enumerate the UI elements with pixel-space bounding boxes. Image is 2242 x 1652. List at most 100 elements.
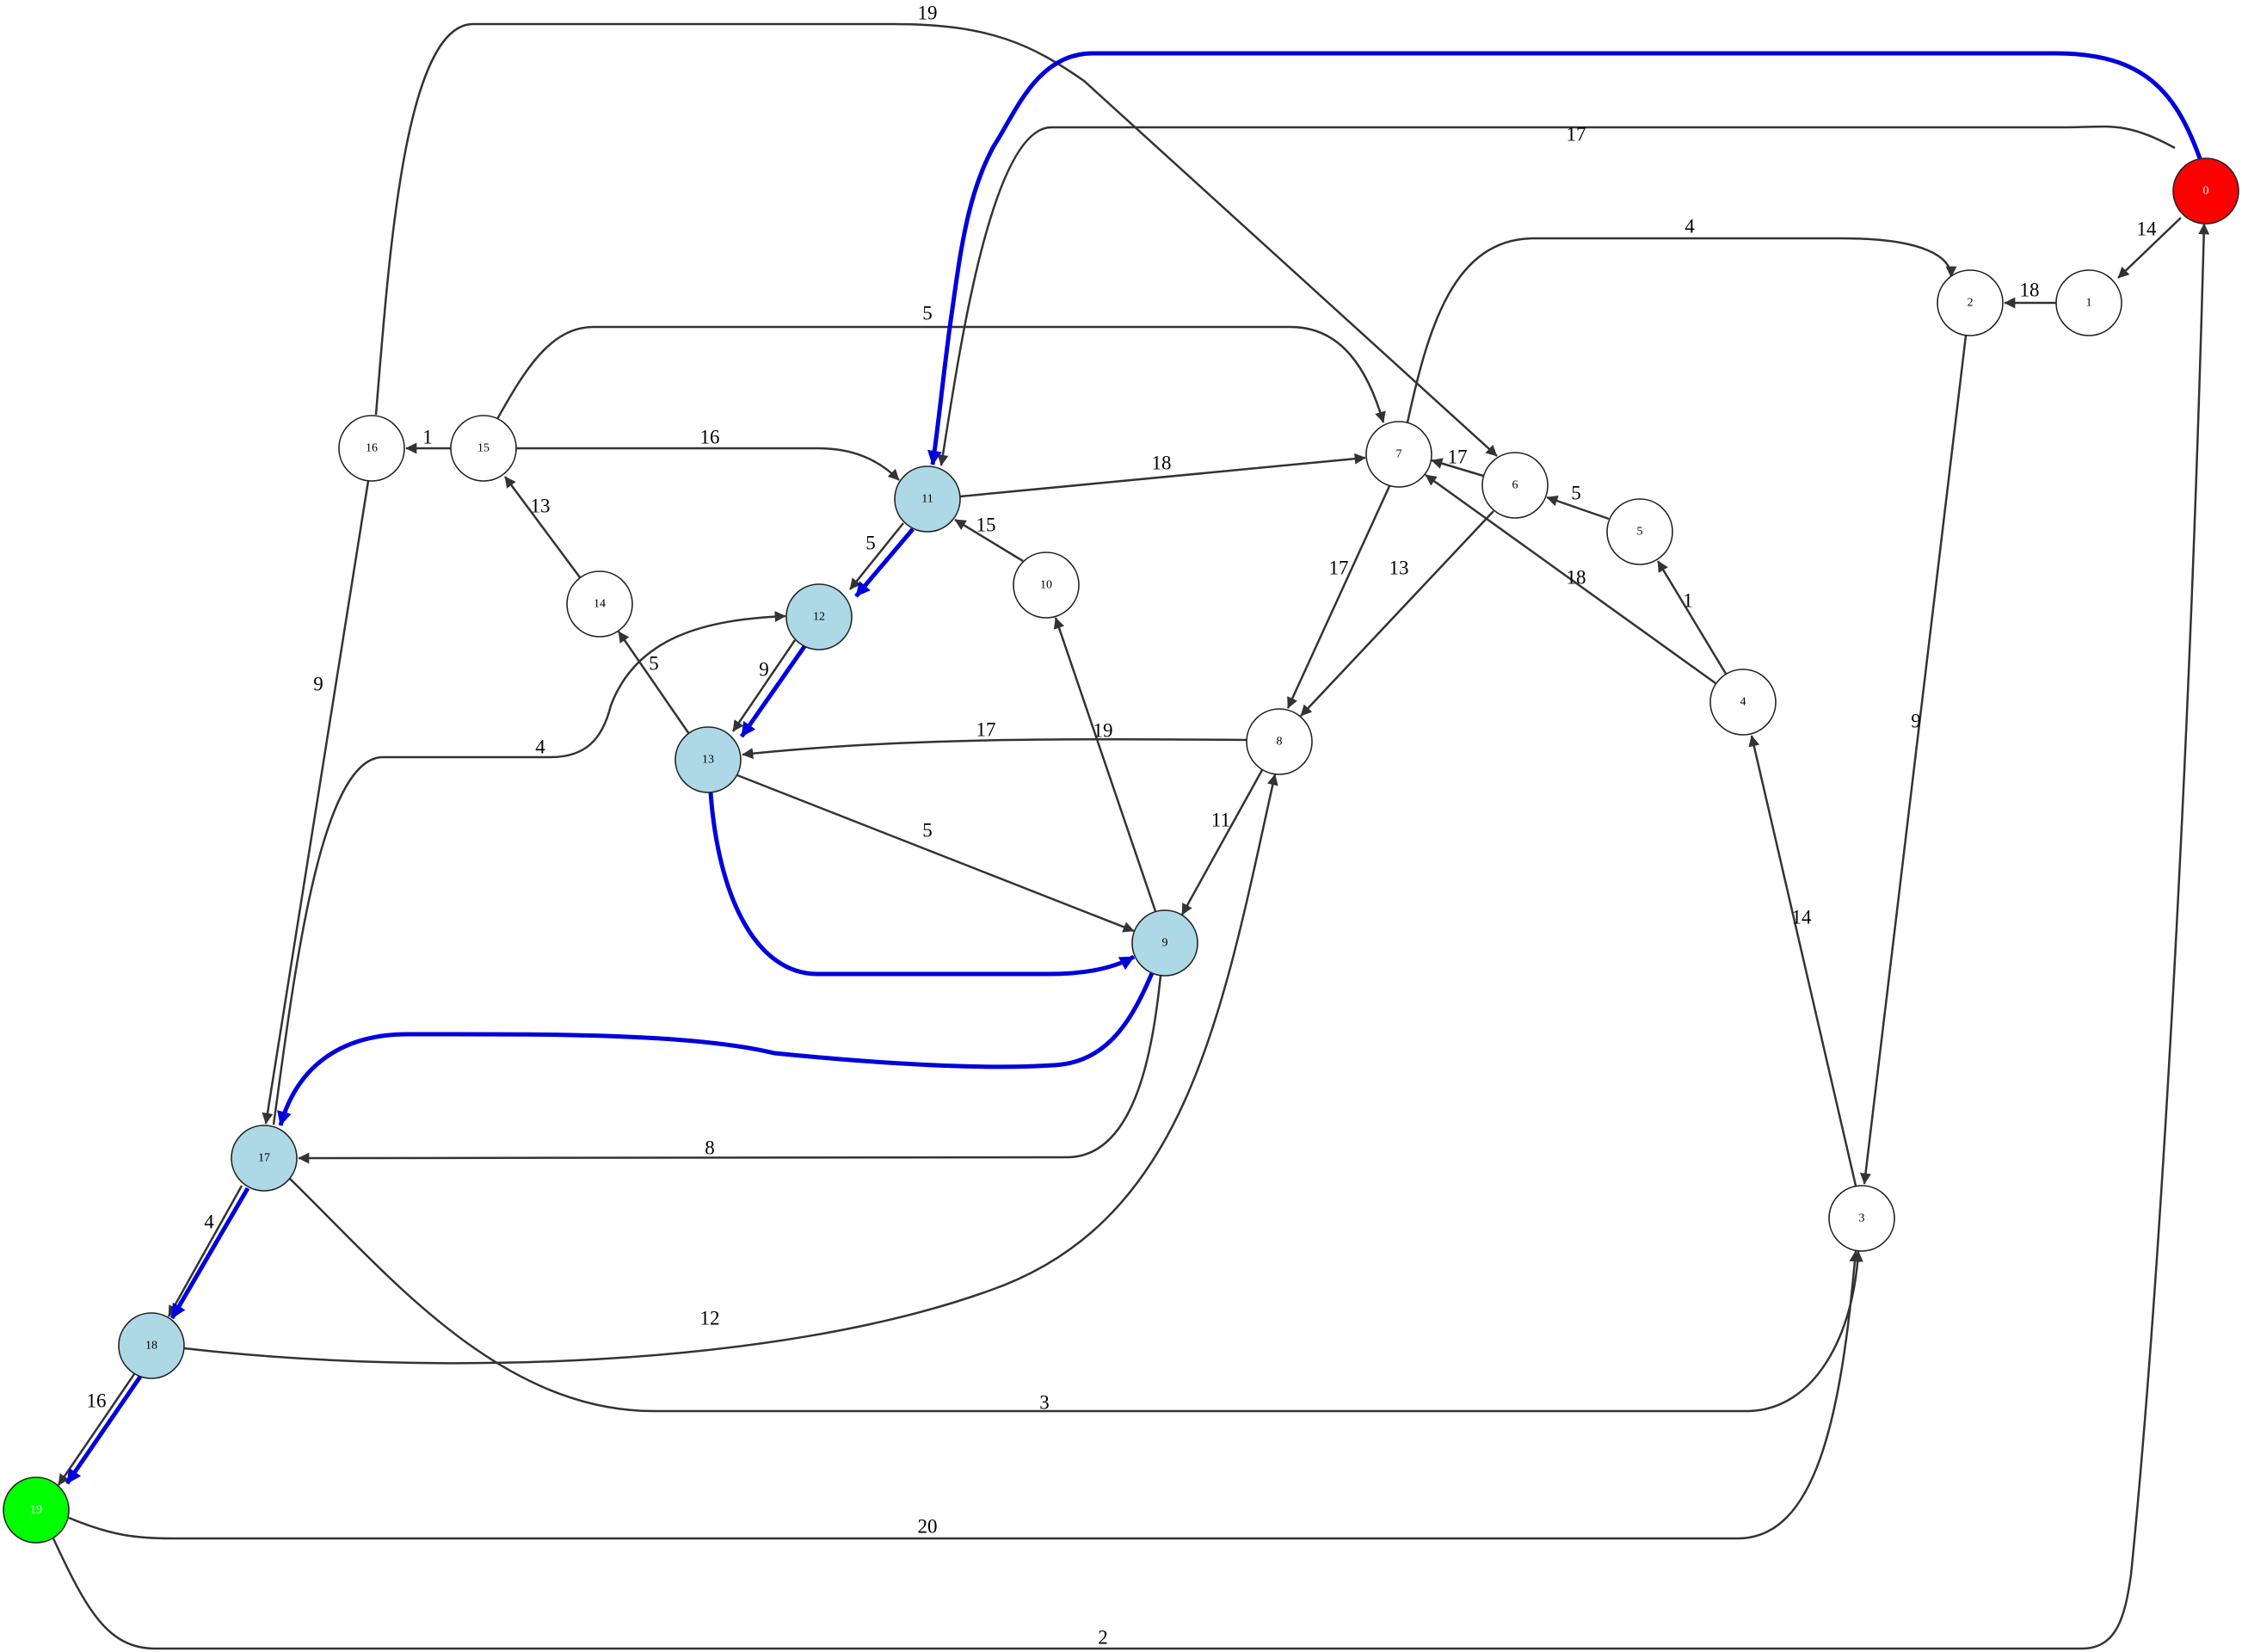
node-16: 16 [338,415,405,482]
path-edge-11-to-12 [854,527,915,598]
edge-weight-1-to-2: 18 [2020,279,2040,300]
edge-line [2117,217,2182,279]
edge-line [854,527,915,598]
edge-weight-17-to-3: 3 [1039,1391,1050,1413]
node-circle [1246,708,1313,775]
edge-line [1053,617,1157,912]
edge-line [289,1178,1863,1413]
node-circle [1131,909,1198,977]
edge-19-to-3 [68,1250,1861,1540]
node-label: 0 [2203,185,2209,198]
node-label: 14 [594,598,606,611]
edge-line [731,639,797,732]
edge-weight-16-to-17: 9 [313,673,323,694]
edge-line [1431,458,1484,478]
node-label: 6 [1512,479,1518,492]
edge-weight-19-to-3: 20 [918,1515,938,1537]
node-7: 7 [1365,421,1432,488]
node-label: 1 [2086,297,2092,310]
edge-weight-4-to-5: 1 [1683,589,1693,611]
edge-10-to-11 [954,518,1024,563]
edge-line [742,737,1247,760]
path-edge-12-to-13 [739,644,808,738]
path-edge-0-to-11 [927,51,2202,465]
node-circle [1606,498,1673,565]
edge-weight-18-to-19: 16 [87,1390,107,1411]
edge-16-to-6 [374,22,1498,457]
node-14: 14 [566,570,633,638]
edge-line [1656,560,1728,675]
edge-6-to-8 [1300,510,1494,717]
node-9: 9 [1131,909,1198,977]
node-3: 3 [1828,1185,1895,1252]
edge-18-to-8 [183,774,1278,1365]
edge-weight-13-to-14: 5 [649,652,659,674]
edge-weight-4-to-7: 18 [1567,566,1586,588]
edge-line [1860,335,1968,1185]
edge-4-to-7 [1425,473,1716,685]
node-4: 4 [1709,669,1777,736]
edge-7-to-2 [1406,237,1957,423]
node-label: 16 [366,442,378,455]
node-circle [1937,269,2004,336]
node-circle [450,415,517,482]
node-0: 0 [2172,157,2239,225]
edge-line [503,476,582,578]
node-17: 17 [231,1125,298,1192]
node-label: 12 [813,611,825,624]
node-6: 6 [1481,452,1549,519]
edge-16-to-17 [262,480,370,1125]
edge-weight-17-to-12: 4 [535,736,545,757]
edge-17-to-18 [167,1185,243,1317]
edge-weight-13-to-9: 5 [922,819,933,841]
edge-weight-14-to-15: 13 [531,495,551,516]
node-circle [1013,552,1080,619]
edge-line [1180,769,1264,915]
edge-weight-0-to-1: 14 [2137,218,2158,239]
node-label: 11 [921,493,933,506]
node-circle [674,726,742,793]
edge-line [1300,510,1494,717]
node-label: 9 [1162,937,1168,950]
edge-weight-15-to-7: 5 [922,302,933,324]
edge-17-to-12 [272,611,786,1125]
node-label: 13 [702,754,714,767]
edge-weight-5-to-6: 5 [1571,482,1581,503]
node-circle [566,570,633,638]
edge-line [57,1373,136,1486]
edge-line [937,125,2176,466]
edge-17-to-3 [289,1178,1863,1413]
node-label: 10 [1040,579,1052,592]
edge-19-to-0 [52,223,2210,1650]
path-edge-18-to-19 [65,1375,143,1485]
edge-weight-3-to-4: 14 [1792,906,1813,928]
edge-0-to-1 [2117,217,2182,279]
edge-line [1425,473,1716,685]
node-18: 18 [118,1312,185,1379]
edge-14-to-15 [503,476,582,578]
edge-weight-2-to-3: 9 [1911,710,1921,731]
edge-weight-8-to-9: 11 [1211,809,1230,830]
path-edge-17-to-18 [169,1187,250,1320]
node-circle [1481,452,1549,519]
edge-0-to-11 [937,125,2176,466]
edge-6-to-7 [1431,458,1484,478]
edge-weight-11-to-7: 18 [1152,452,1172,473]
edge-weight-9-to-17: 8 [705,1137,715,1158]
edge-line [52,223,2210,1650]
node-19: 19 [3,1476,70,1544]
edge-13-to-14 [617,631,691,735]
edge-line [1406,237,1957,423]
node-1: 1 [2055,269,2122,336]
edge-line [167,1185,243,1317]
edge-weight-17-to-18: 4 [204,1211,214,1232]
edge-9-to-17 [298,975,1162,1164]
node-circle [231,1125,298,1192]
node-circle [1365,421,1432,488]
edge-line [959,453,1366,498]
node-5: 5 [1606,498,1673,565]
edge-weight-18-to-8: 12 [700,1307,720,1328]
edge-2-to-3 [1860,335,1968,1185]
